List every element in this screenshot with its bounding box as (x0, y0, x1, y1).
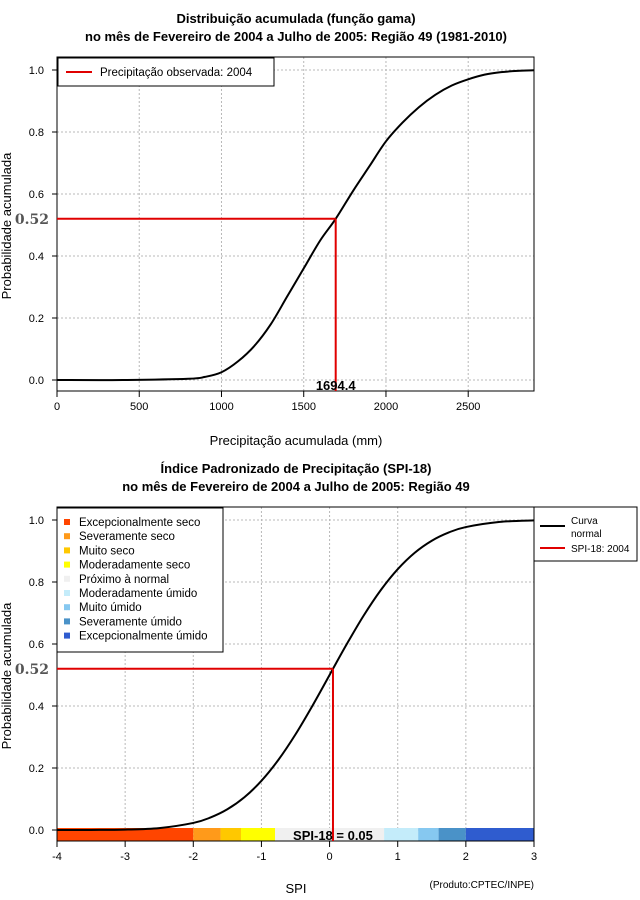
chart2-line-legend-label-curve-1: Curva (571, 516, 598, 527)
y-tick-label: 0.8 (29, 577, 44, 589)
category-legend-swatch (64, 575, 70, 582)
spi-band (220, 828, 241, 841)
x-tick-label: -4 (52, 851, 62, 863)
category-legend-swatch (64, 590, 70, 596)
x-tick-label: -3 (120, 851, 130, 863)
chart-gamma-cdf: Distribuição acumulada (função gama) no … (0, 11, 535, 448)
y-tick-label: 0.4 (29, 251, 44, 263)
category-legend-label: Muito seco (79, 545, 135, 557)
chart1-plot-frame (56, 56, 535, 392)
chart1-title: Distribuição acumulada (função gama) (176, 11, 415, 26)
chart1-y-axis: 0.0 0.2 0.4 0.6 0.8 1.0 (29, 65, 57, 387)
y-tick-label: 0.8 (29, 127, 44, 139)
chart1-marker-x-label: 1694.4 (316, 378, 357, 393)
chart2-line-legend-label-curve-2: normal (571, 529, 602, 540)
y-tick-label: 0.2 (29, 763, 44, 775)
category-legend-label: Severamente úmido (79, 616, 182, 628)
y-tick-label: 0.6 (29, 639, 44, 651)
category-legend-swatch (64, 519, 70, 525)
chart1-legend-label: Precipitação observada: 2004 (100, 67, 253, 79)
category-legend-label: Próximo à normal (79, 574, 169, 586)
x-tick-label: 500 (130, 401, 148, 413)
chart2-category-legend: Excepcionalmente seco Severamente seco Mui… (56, 507, 224, 653)
x-tick-label: 1000 (209, 401, 233, 413)
chart1-y-axis-label: Probabilidade acumulada (0, 152, 14, 299)
chart2-y-axis: 0.0 0.2 0.4 0.6 0.8 1.0 (29, 515, 57, 837)
y-tick-label: 1.0 (29, 65, 44, 77)
chart2-plot-frame (56, 506, 535, 842)
chart2-marker-x-label: SPI-18 = 0.05 (293, 828, 373, 843)
category-legend-swatch (64, 618, 70, 625)
chart1-x-axis: 0 500 1000 1500 2000 2500 (54, 391, 480, 413)
chart1-legend: Precipitação observada: 2004 (57, 57, 275, 87)
chart1-grid (56, 57, 534, 391)
chart1-legend-box (57, 57, 275, 87)
x-tick-label: -2 (188, 851, 198, 863)
chart2-line-legend-box (533, 506, 638, 562)
category-legend-label: Excepcionalmente úmido (79, 631, 208, 643)
spi-band (57, 828, 194, 841)
chart2-line-legend: Curva normal SPI-18: 2004 (533, 506, 638, 562)
chart2-x-axis-label: SPI (286, 881, 307, 896)
y-tick-label: 0.4 (29, 701, 44, 713)
chart2-spi-category-bands (57, 828, 534, 841)
chart2-title: Índice Padronizado de Precipitação (SPI-… (161, 461, 432, 476)
x-tick-label: 3 (531, 851, 537, 863)
chart2-marker-y-label: 0.52 (15, 662, 49, 678)
y-tick-label: 0.0 (29, 825, 44, 837)
category-legend-label: Severamente seco (79, 531, 175, 543)
spi-band (240, 828, 276, 841)
spi-band (438, 828, 466, 841)
spi-band (384, 828, 419, 841)
chart2-x-axis: -4 -3 -2 -1 0 1 2 3 (52, 841, 537, 863)
chart2-subtitle: no mês de Fevereiro de 2004 a Julho de 2… (122, 479, 470, 494)
chart2-normal-curve (56, 519, 535, 831)
category-legend-label: Moderadamente seco (79, 560, 190, 572)
chart2-line-legend-label-spi: SPI-18: 2004 (571, 544, 630, 555)
category-legend-label: Moderadamente úmido (79, 588, 197, 600)
y-tick-label: 0.2 (29, 313, 44, 325)
y-tick-label: 1.0 (29, 515, 44, 527)
x-tick-label: 2 (463, 851, 469, 863)
category-legend-swatch (64, 533, 70, 540)
chart1-marker-y-label: 0.52 (15, 212, 49, 228)
spi-band (193, 828, 221, 841)
category-legend-swatch (64, 632, 70, 639)
x-tick-label: 0 (327, 851, 333, 863)
chart2-y-axis-label: Probabilidade acumulada (0, 602, 14, 749)
spi-band (275, 828, 385, 841)
x-tick-label: 1500 (291, 401, 315, 413)
chart1-gamma-curve (56, 69, 535, 382)
chart2-category-legend-box (56, 507, 224, 653)
x-tick-label: 0 (54, 401, 60, 413)
chart1-subtitle: no mês de Fevereiro de 2004 a Julho de 2… (85, 29, 507, 44)
y-tick-label: 0.6 (29, 189, 44, 201)
x-tick-label: -1 (257, 851, 267, 863)
category-legend-swatch (64, 561, 70, 568)
credit-text: (Produto:CPTEC/INPE) (430, 880, 534, 891)
chart1-x-axis-label: Precipitação acumulada (mm) (210, 433, 383, 448)
spi-band (465, 828, 534, 841)
spi-band (418, 828, 439, 841)
category-legend-swatch (64, 604, 70, 611)
category-legend-label: Excepcionalmente seco (79, 517, 200, 529)
x-tick-label: 2500 (456, 401, 480, 413)
x-tick-label: 2000 (374, 401, 398, 413)
chart-spi: Índice Padronizado de Precipitação (SPI-… (0, 461, 638, 896)
category-legend-swatch (64, 547, 70, 554)
x-tick-label: 1 (395, 851, 401, 863)
category-legend-label: Muito úmido (79, 602, 142, 614)
y-tick-label: 0.0 (29, 375, 44, 387)
